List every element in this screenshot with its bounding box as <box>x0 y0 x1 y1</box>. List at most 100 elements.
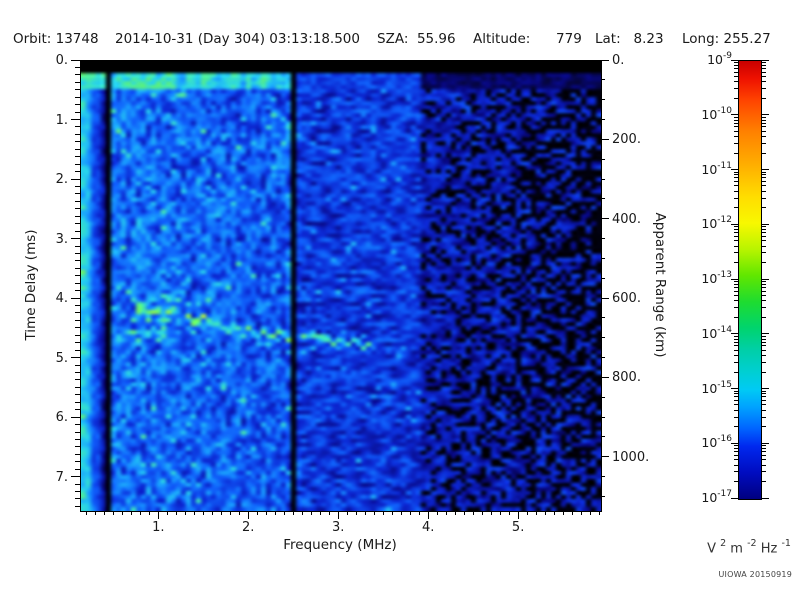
colorbar-minor-tick <box>762 207 766 209</box>
x-major-tick <box>427 511 429 519</box>
y-tick-label: 7. <box>55 469 68 485</box>
colorbar-minor-tick <box>762 286 766 288</box>
colorbar-minor-tick <box>762 426 766 428</box>
colorbar-minor-tick <box>762 345 766 347</box>
y-major-tick <box>71 297 80 299</box>
colorbar-tick-label: 10-16 <box>701 434 732 451</box>
colorbar-tick-label: 10-17 <box>701 489 732 506</box>
range-tick-label: 800. <box>612 370 641 386</box>
colorbar-tick-label: 10-9 <box>707 51 732 68</box>
colorbar-minor-tick <box>762 341 766 343</box>
colorbar-minor-tick <box>762 136 766 138</box>
colorbar-major-tick <box>762 333 769 335</box>
colorbar-unit-part: 2 <box>720 538 727 549</box>
y-tick-label: 3. <box>55 231 68 247</box>
colorbar-minor-tick <box>762 464 766 466</box>
colorbar-unit-label: V 2 m -2 Hz -1 <box>697 538 800 557</box>
colorbar-minor-tick <box>762 361 766 363</box>
colorbar-unit-part: V <box>707 541 721 557</box>
colorbar-minor-tick <box>762 281 766 282</box>
colorbar-major-tick <box>731 223 738 225</box>
x-tick-label: 5. <box>511 520 525 535</box>
y-major-tick <box>71 416 80 418</box>
range-major-tick <box>601 456 609 458</box>
y-tick-label: 2. <box>55 172 68 188</box>
colorbar-minor-tick <box>762 371 766 373</box>
x-tick-label: 2. <box>242 520 255 535</box>
colorbar-major-tick <box>731 278 738 280</box>
range-tick-label: 0. <box>612 53 625 68</box>
colorbar-minor-tick <box>762 355 766 357</box>
range-major-tick <box>601 59 609 61</box>
colorbar-major-tick <box>762 59 769 61</box>
x-axis-title: Frequency (MHz) <box>283 537 397 553</box>
colorbar-minor-tick <box>762 454 766 456</box>
colorbar-minor-tick <box>762 445 766 447</box>
colorbar-minor-tick <box>762 262 766 264</box>
colorbar-major-tick <box>762 278 769 280</box>
colorbar-minor-tick <box>762 316 766 318</box>
colorbar-minor-tick <box>762 404 766 406</box>
y-axis-title-left: Time Delay (ms) <box>23 229 39 341</box>
header-altitude: Altitude: 779 <box>473 31 582 47</box>
x-tick-label: 4. <box>421 520 435 535</box>
colorbar-minor-tick <box>762 126 766 128</box>
y-tick-label: 6. <box>55 410 68 426</box>
colorbar-major-tick <box>762 388 769 389</box>
colorbar-minor-tick <box>762 459 766 461</box>
colorbar-minor-tick <box>762 307 766 309</box>
colorbar-minor-tick <box>762 229 766 231</box>
colorbar-minor-tick <box>762 152 766 154</box>
colorbar-minor-tick <box>762 71 766 73</box>
header-orbit: Orbit: 13748 <box>13 31 99 47</box>
y-major-tick <box>71 59 80 61</box>
colorbar <box>738 60 762 500</box>
colorbar-major-tick <box>762 223 769 225</box>
range-major-tick <box>601 297 609 299</box>
colorbar-minor-tick <box>762 67 766 69</box>
colorbar-major-tick <box>731 114 738 116</box>
y-tick-label: 0. <box>55 53 68 68</box>
colorbar-major-tick <box>731 442 738 444</box>
colorbar-minor-tick <box>762 349 766 351</box>
colorbar-tick-label: 10-10 <box>701 105 732 122</box>
colorbar-minor-tick <box>762 185 766 187</box>
colorbar-unit-part: -2 <box>747 538 757 549</box>
header-lat: Lat: 8.23 <box>595 31 664 47</box>
colorbar-unit-part: Hz <box>756 541 782 557</box>
colorbar-minor-tick <box>762 232 766 234</box>
colorbar-minor-tick <box>762 390 766 392</box>
colorbar-minor-tick <box>762 177 766 179</box>
credit-text: UIOWA 20150919 <box>718 570 792 579</box>
y-axis-title-right: Apparent Range (km) <box>652 212 668 358</box>
y-tick-label: 1. <box>55 112 68 128</box>
colorbar-minor-tick <box>762 300 766 302</box>
colorbar-minor-tick <box>762 448 766 450</box>
colorbar-minor-tick <box>762 226 766 228</box>
spectrogram-canvas <box>81 61 601 511</box>
colorbar-minor-tick <box>762 416 766 418</box>
x-major-tick <box>157 511 159 519</box>
range-major-tick <box>601 218 609 220</box>
colorbar-major-tick <box>731 333 738 335</box>
x-major-tick <box>247 511 249 519</box>
colorbar-major-tick <box>731 59 738 61</box>
colorbar-major-tick <box>731 388 738 389</box>
header-sza: SZA: 55.96 <box>377 31 456 47</box>
colorbar-tick-label: 10-12 <box>701 215 732 232</box>
colorbar-minor-tick <box>762 245 766 247</box>
colorbar-minor-tick <box>762 252 766 254</box>
colorbar-major-tick <box>762 497 769 499</box>
colorbar-unit-part: -1 <box>781 538 791 549</box>
x-tick-label: 1. <box>152 520 165 535</box>
colorbar-minor-tick <box>762 75 766 77</box>
colorbar-minor-tick <box>762 174 766 176</box>
header-long: Long: 255.27 <box>682 31 771 47</box>
range-major-tick <box>601 376 609 378</box>
colorbar-minor-tick <box>762 181 766 183</box>
colorbar-minor-tick <box>762 197 766 199</box>
colorbar-minor-tick <box>762 62 766 63</box>
colorbar-minor-tick <box>762 119 766 121</box>
colorbar-minor-tick <box>762 130 766 132</box>
x-major-tick <box>337 511 339 519</box>
